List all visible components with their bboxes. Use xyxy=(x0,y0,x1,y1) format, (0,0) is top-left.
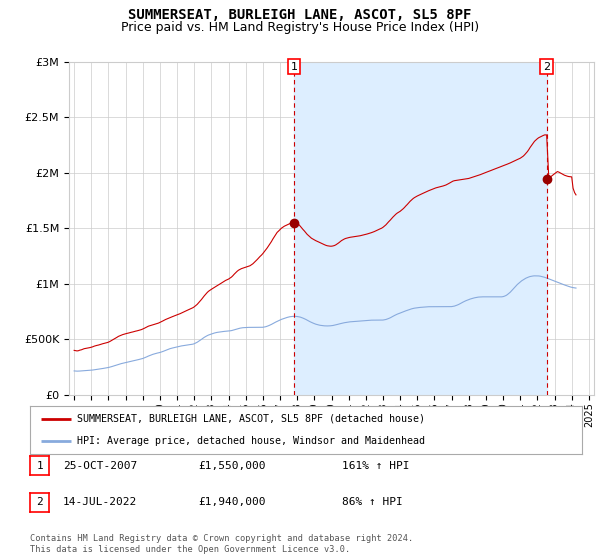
Text: 2: 2 xyxy=(543,62,550,72)
Text: 1: 1 xyxy=(36,461,43,471)
Text: Price paid vs. HM Land Registry's House Price Index (HPI): Price paid vs. HM Land Registry's House … xyxy=(121,21,479,34)
Text: 1: 1 xyxy=(290,62,298,72)
Text: £1,940,000: £1,940,000 xyxy=(198,497,265,507)
Text: 25-OCT-2007: 25-OCT-2007 xyxy=(63,461,137,471)
Text: 2: 2 xyxy=(36,497,43,507)
Text: SUMMERSEAT, BURLEIGH LANE, ASCOT, SL5 8PF (detached house): SUMMERSEAT, BURLEIGH LANE, ASCOT, SL5 8P… xyxy=(77,414,425,424)
Bar xyxy=(294,62,547,395)
Text: 86% ↑ HPI: 86% ↑ HPI xyxy=(342,497,403,507)
Text: SUMMERSEAT, BURLEIGH LANE, ASCOT, SL5 8PF: SUMMERSEAT, BURLEIGH LANE, ASCOT, SL5 8P… xyxy=(128,8,472,22)
Text: This data is licensed under the Open Government Licence v3.0.: This data is licensed under the Open Gov… xyxy=(30,545,350,554)
Text: £1,550,000: £1,550,000 xyxy=(198,461,265,471)
Text: HPI: Average price, detached house, Windsor and Maidenhead: HPI: Average price, detached house, Wind… xyxy=(77,436,425,446)
Text: Contains HM Land Registry data © Crown copyright and database right 2024.: Contains HM Land Registry data © Crown c… xyxy=(30,534,413,543)
Text: 161% ↑ HPI: 161% ↑ HPI xyxy=(342,461,409,471)
Text: 14-JUL-2022: 14-JUL-2022 xyxy=(63,497,137,507)
